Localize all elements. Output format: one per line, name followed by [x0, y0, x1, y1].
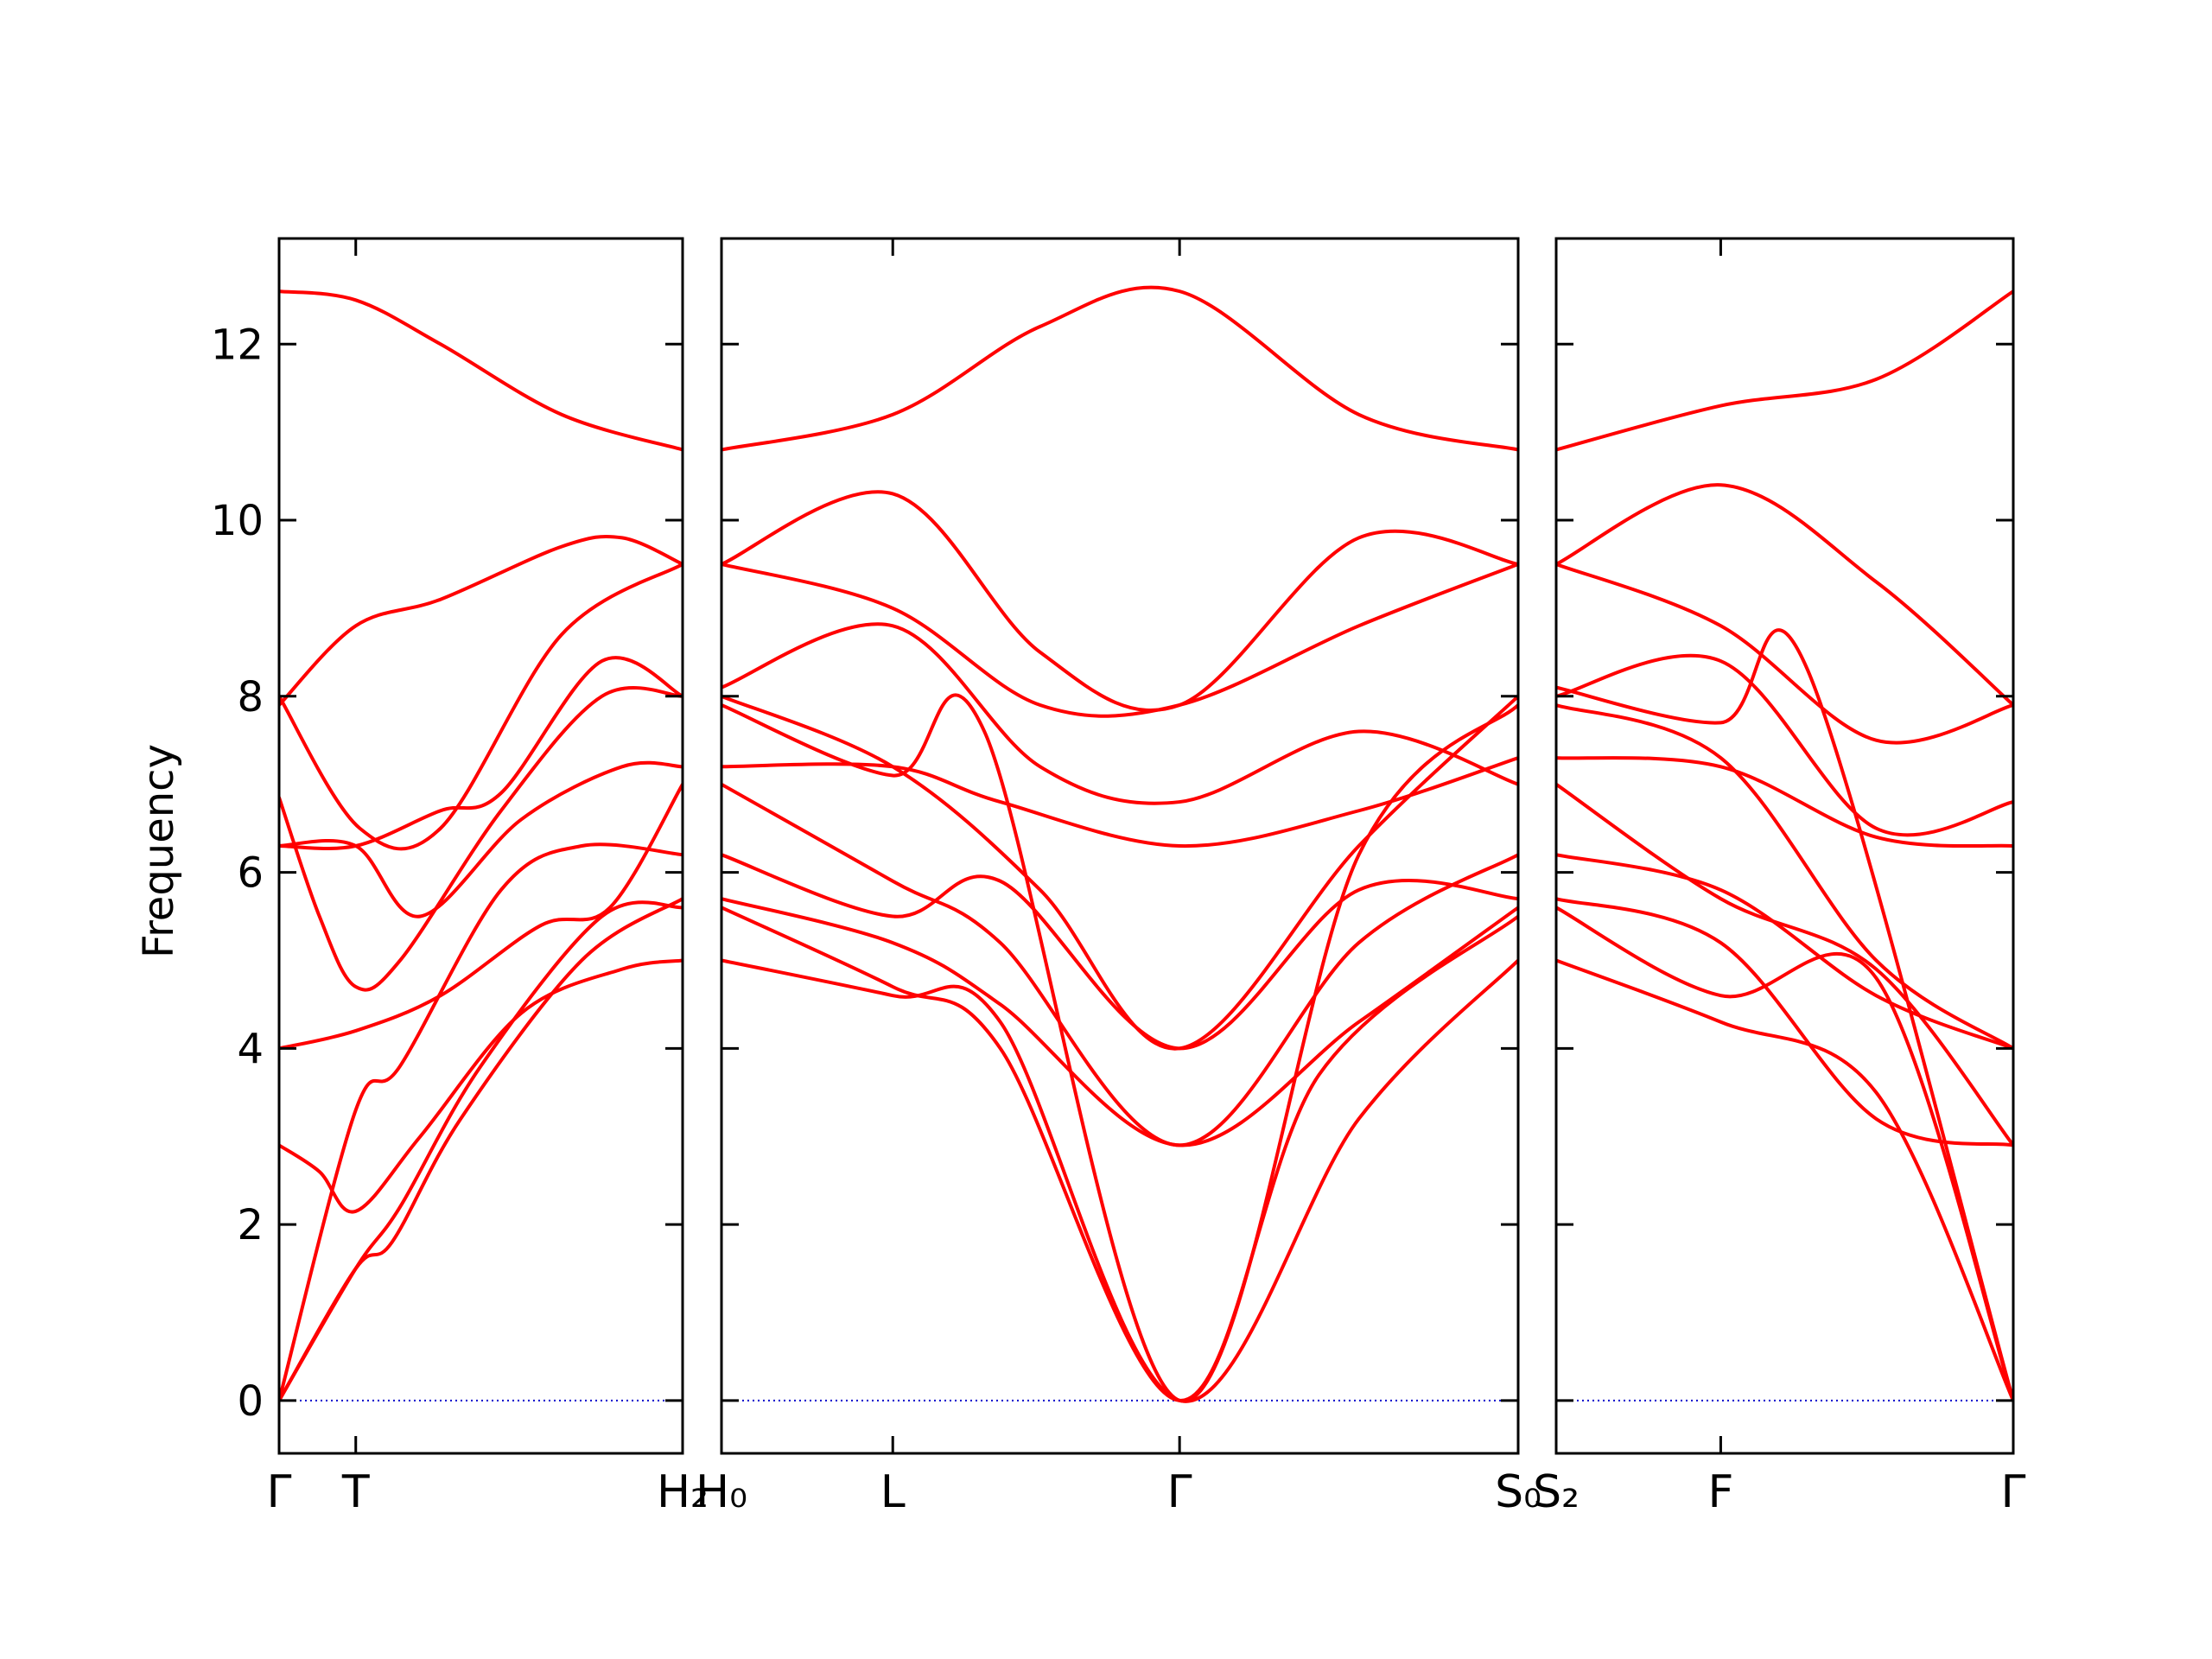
band-line-6 — [721, 756, 1518, 849]
band-line-6 — [1556, 756, 2013, 849]
x-tick-label: T — [341, 1466, 370, 1518]
panel-frame — [1554, 237, 2015, 1455]
band-line-12 — [721, 285, 1518, 452]
band-line-1 — [721, 958, 1518, 1403]
band-line-3 — [721, 897, 1518, 1147]
y-tick-label: 12 — [211, 321, 264, 369]
x-tick-label: Γ — [267, 1466, 292, 1518]
x-tick-label: Γ — [1167, 1466, 1192, 1518]
band-line-11 — [1556, 483, 2013, 707]
panel-1: 0 2 4 6 8 10 12 Γ T H₂ — [211, 237, 709, 1518]
band-line-5 — [721, 782, 1518, 1147]
band-line-9 — [721, 622, 1518, 805]
band-line-9 — [1556, 628, 2013, 1402]
panel-3: S₂ F Γ — [1533, 237, 2026, 1518]
x-tick-label: H₀ — [696, 1466, 747, 1518]
band-group — [721, 285, 1518, 1403]
band-line-1 — [279, 897, 683, 1402]
band-line-1 — [1556, 958, 2013, 1402]
band-line-5 — [1556, 782, 2013, 1147]
band-group — [1556, 289, 2013, 1402]
panel-frame — [720, 237, 1520, 1455]
band-group — [279, 289, 683, 1402]
band-line-5 — [279, 782, 683, 1051]
band-line-4 — [721, 853, 1518, 1051]
y-tick-label: 6 — [237, 849, 264, 898]
x-tick-label: H₂ — [657, 1466, 709, 1518]
y-tick-label: 2 — [237, 1201, 264, 1249]
x-tick-label: S₂ — [1533, 1466, 1580, 1518]
band-line-11 — [721, 490, 1518, 712]
band-line-4 — [1556, 853, 2013, 1051]
band-line-2 — [279, 900, 683, 1402]
band-line-6 — [279, 686, 683, 992]
x-tick-label: S₀ — [1495, 1466, 1541, 1518]
panel-frame — [277, 237, 684, 1455]
band-line-8 — [279, 760, 683, 918]
y-tick-label: 8 — [237, 673, 264, 721]
band-line-11 — [279, 562, 683, 851]
y-tick-label: 4 — [237, 1025, 264, 1073]
y-tick-label: 10 — [211, 497, 264, 545]
band-line-2 — [1556, 906, 2013, 1402]
panel-2: H₀ L Γ S₀ — [696, 237, 1541, 1518]
x-tick-label: Γ — [2001, 1466, 2026, 1518]
band-line-10 — [1556, 562, 2013, 745]
band-line-10 — [721, 562, 1518, 718]
band-line-12 — [1556, 289, 2013, 452]
band-line-7 — [279, 656, 683, 850]
band-line-3 — [1556, 897, 2013, 1147]
band-line-8 — [721, 694, 1518, 1051]
band-line-3 — [279, 958, 683, 1214]
band-line-8 — [1556, 653, 2013, 837]
band-line-7 — [1556, 702, 2013, 1051]
band-line-4 — [279, 842, 683, 1402]
x-tick-label: F — [1707, 1466, 1733, 1518]
y-tick-label: 0 — [237, 1377, 264, 1426]
band-line-10 — [279, 289, 683, 452]
y-axis-label: Frequency — [135, 744, 183, 958]
band-line-9 — [279, 534, 683, 707]
band-line-2 — [721, 906, 1518, 1402]
x-tick-label: L — [880, 1466, 906, 1518]
